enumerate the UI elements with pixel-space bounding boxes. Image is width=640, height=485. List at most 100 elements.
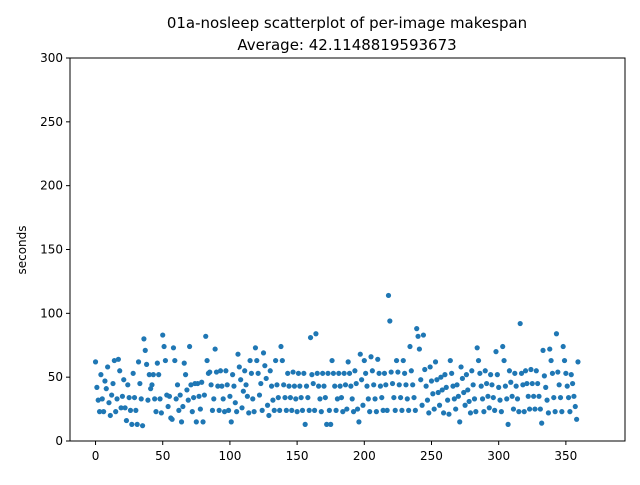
data-point (101, 409, 107, 415)
data-point (365, 396, 371, 402)
data-point (246, 410, 252, 416)
data-point (200, 419, 206, 425)
data-point (489, 382, 495, 388)
data-point (242, 368, 248, 374)
data-point (208, 382, 214, 388)
data-point (505, 421, 511, 427)
data-point (313, 331, 319, 337)
data-point (451, 396, 457, 402)
data-point (298, 394, 304, 401)
data-point (225, 407, 232, 413)
data-point (498, 409, 504, 415)
data-point (314, 370, 320, 376)
data-point (533, 368, 539, 374)
data-point (354, 406, 361, 412)
data-point (536, 393, 542, 399)
data-point (325, 370, 331, 376)
data-point (110, 380, 116, 387)
data-point (152, 396, 158, 402)
data-point (475, 357, 482, 364)
data-point (303, 383, 310, 389)
data-point (133, 407, 139, 413)
data-point (184, 387, 190, 393)
data-point (318, 409, 324, 415)
data-point (348, 383, 354, 389)
data-point (282, 394, 288, 401)
data-point (379, 394, 385, 401)
data-point (560, 343, 566, 350)
data-point (203, 333, 209, 339)
data-point (497, 397, 503, 403)
data-point (173, 396, 179, 402)
data-point (274, 382, 280, 388)
data-point (422, 366, 428, 373)
data-point (311, 407, 318, 413)
data-point (563, 370, 569, 376)
data-point (231, 383, 237, 389)
data-point (146, 372, 152, 378)
data-point (436, 402, 443, 408)
data-point (521, 409, 527, 415)
data-point (514, 396, 521, 402)
data-point (431, 406, 437, 412)
data-point (293, 396, 299, 402)
data-point (193, 419, 199, 425)
data-point (336, 370, 342, 376)
data-point (279, 357, 285, 364)
x-tick-label: 350 (554, 449, 577, 463)
data-point (196, 393, 202, 399)
data-point (426, 410, 432, 416)
data-point (501, 357, 507, 364)
data-point (287, 394, 293, 401)
data-point (118, 405, 124, 411)
data-point (187, 343, 193, 350)
data-point (396, 382, 402, 388)
data-point (127, 407, 134, 413)
data-point (462, 402, 468, 408)
data-point (383, 382, 389, 388)
data-point (221, 409, 228, 415)
data-point (156, 372, 162, 378)
data-point (328, 421, 334, 427)
data-point (263, 375, 269, 382)
data-point (294, 409, 300, 415)
data-point (191, 394, 197, 401)
data-point (96, 409, 103, 415)
data-point (544, 397, 550, 403)
data-point (572, 403, 578, 410)
data-point (309, 372, 315, 378)
data-point (438, 374, 444, 380)
data-point (125, 382, 131, 388)
x-tick-label: 50 (155, 449, 170, 463)
data-point (235, 351, 241, 357)
data-point (410, 382, 416, 388)
points-layer (92, 292, 581, 429)
data-point (556, 382, 562, 388)
data-point (170, 345, 177, 351)
data-point (481, 409, 487, 415)
data-point (375, 356, 381, 362)
data-point (455, 393, 461, 399)
data-point (376, 370, 382, 376)
data-point (162, 357, 169, 364)
data-point (360, 402, 366, 408)
data-point (92, 359, 99, 365)
data-point (154, 360, 160, 366)
data-point (350, 409, 357, 415)
data-point (377, 383, 384, 389)
data-point (388, 369, 394, 375)
data-point (290, 369, 296, 375)
data-point (256, 392, 263, 398)
data-point (301, 370, 307, 376)
data-point (271, 407, 277, 413)
data-point (471, 396, 478, 402)
data-point (122, 405, 128, 411)
data-point (268, 383, 275, 389)
data-point (380, 407, 386, 413)
data-point (217, 368, 224, 374)
data-point (322, 394, 328, 401)
data-point (161, 343, 167, 350)
data-point (299, 407, 306, 413)
data-point (384, 407, 390, 413)
data-point (158, 410, 164, 416)
